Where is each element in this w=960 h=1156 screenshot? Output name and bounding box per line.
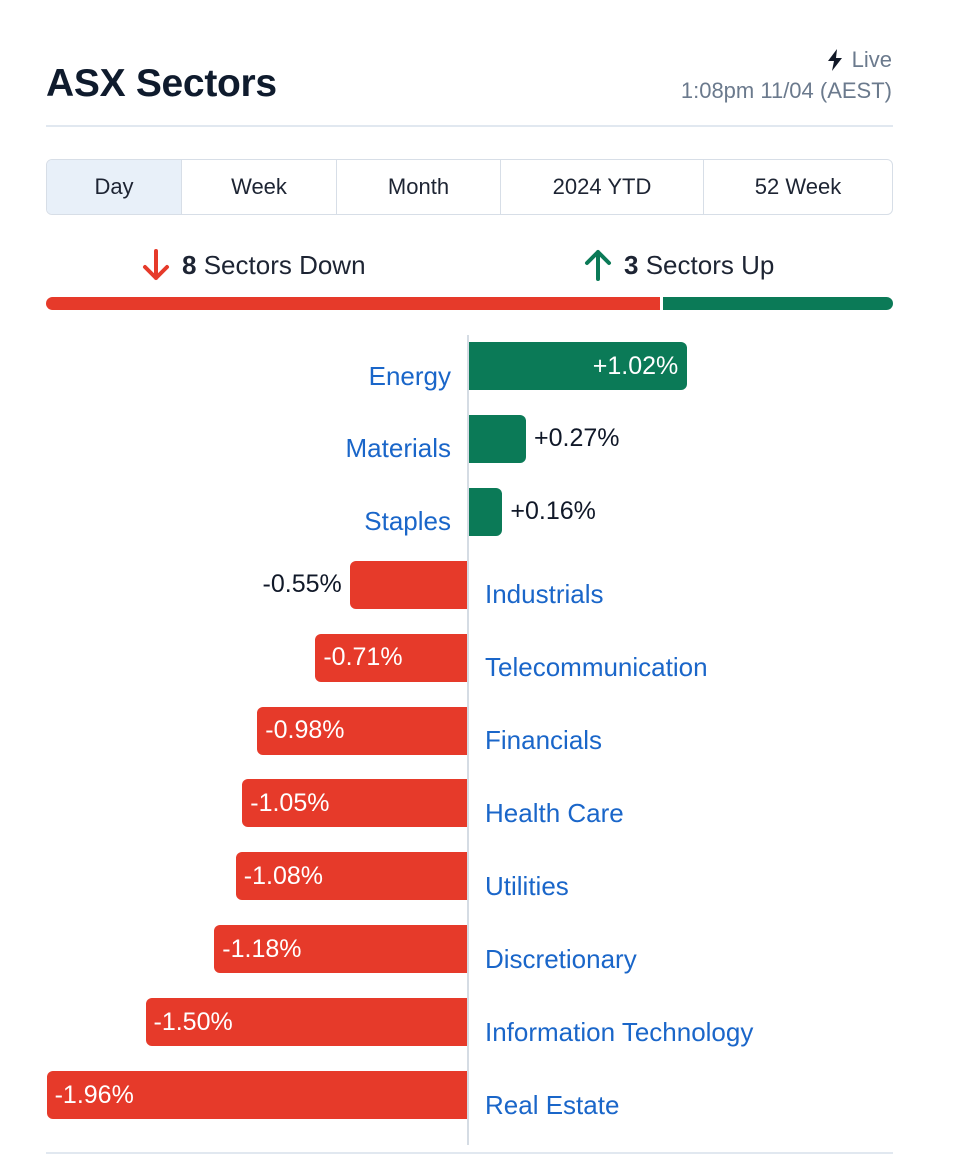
tab-label: Day (94, 174, 134, 199)
bar-value-label: -0.55% (262, 570, 342, 599)
bar-value-label: +1.02% (592, 351, 679, 380)
bar-value-label: +0.16% (510, 497, 596, 526)
bar-discretionary[interactable]: -1.18% (214, 925, 468, 974)
sector-label-financials[interactable]: Financials (485, 725, 603, 755)
bar-energy[interactable]: +1.02% (468, 342, 688, 390)
bar-information-technology[interactable]: -1.50% (145, 998, 468, 1047)
sector-label-materials[interactable]: Materials (345, 433, 451, 464)
timestamp: 1:08pm 11/04 (AEST) (680, 78, 892, 103)
live-status: Live 1:08pm 11/04 (AEST) (681, 44, 892, 106)
tab-2024-ytd[interactable]: 2024 YTD (501, 160, 704, 214)
page-title: ASX Sectors (46, 62, 277, 105)
tab-52-week[interactable]: 52 Week (704, 160, 892, 214)
period-tabs: Day Week Month 2024 YTD 52 Week (46, 159, 893, 215)
sector-label-information-technology[interactable]: Information Technology (485, 1016, 754, 1047)
bar-value-label: +0.27% (534, 424, 620, 453)
sectors-up-label: Sectors Up (645, 249, 775, 280)
bar-value-label: -1.96% (54, 1080, 134, 1109)
sector-label-real-estate[interactable]: Real Estate (485, 1089, 620, 1120)
sector-label-discretionary[interactable]: Discretionary (485, 943, 637, 974)
sectors-up-count: 3 (624, 249, 639, 280)
bar-value-label: -1.50% (153, 1007, 233, 1036)
sector-label-telecommunication[interactable]: Telecommunication (485, 652, 708, 683)
bar-financials[interactable]: -0.98% (257, 706, 468, 755)
tab-week[interactable]: Week (182, 160, 337, 214)
sector-label-staples[interactable]: Staples (364, 506, 451, 537)
lightning-bolt-icon (827, 48, 842, 71)
up-ratio-bar (663, 297, 893, 310)
tab-label: 2024 YTD (552, 174, 652, 199)
tab-label: Week (231, 174, 287, 199)
bar-health-care[interactable]: -1.05% (242, 779, 468, 828)
bar-value-label: -1.08% (243, 861, 324, 890)
bar-value-label: -0.71% (323, 643, 403, 672)
tab-day[interactable]: Day (47, 160, 182, 214)
arrow-down-icon (143, 249, 169, 280)
bar-value-label: -1.05% (250, 788, 330, 817)
tab-label: 52 Week (754, 174, 842, 199)
bar-industrials[interactable] (349, 560, 468, 609)
sectors-down-summary: 8 Sectors Down (140, 248, 366, 282)
bar-value-label: -1.18% (222, 934, 302, 963)
sectors-up-summary: 3 Sectors Up (582, 248, 774, 282)
sector-label-industrials[interactable]: Industrials (485, 579, 604, 610)
bar-real-estate[interactable]: -1.96% (46, 1071, 468, 1119)
live-label: Live (851, 47, 892, 72)
sectors-down-label: Sectors Down (203, 249, 366, 280)
footer-divider (46, 1152, 893, 1154)
chart-zero-axis (467, 335, 469, 1145)
tab-label: Month (387, 174, 450, 199)
arrow-up-icon (585, 250, 611, 281)
sector-label-utilities[interactable]: Utilities (485, 870, 569, 901)
bar-staples[interactable] (468, 487, 503, 536)
header-divider (46, 125, 893, 127)
sectors-down-count: 8 (182, 249, 197, 280)
bar-telecommunication[interactable]: -0.71% (315, 633, 468, 682)
bar-materials[interactable] (468, 414, 527, 463)
bar-utilities[interactable]: -1.08% (235, 852, 468, 901)
sector-label-energy[interactable]: Energy (368, 360, 451, 391)
bar-value-label: -0.98% (265, 716, 345, 744)
sector-label-health-care[interactable]: Health Care (485, 797, 624, 828)
down-ratio-bar (46, 297, 660, 310)
tab-month[interactable]: Month (337, 160, 501, 214)
